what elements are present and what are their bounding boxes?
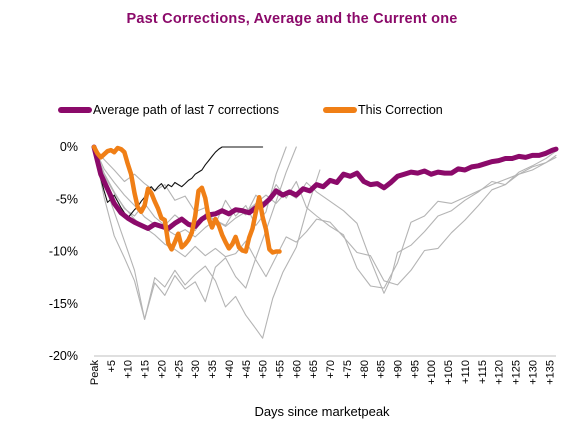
- legend-label-current: This Correction: [358, 103, 443, 117]
- y-tick-label: -5%: [56, 192, 78, 206]
- x-tick-label: +95: [409, 360, 421, 379]
- x-tick-label: +85: [376, 360, 388, 379]
- x-tick-label: +110: [460, 360, 472, 384]
- legend-label-average: Average path of last 7 corrections: [93, 103, 279, 117]
- y-tick-label: 0%: [60, 140, 78, 154]
- legend-item-average: Average path of last 7 corrections: [58, 103, 279, 117]
- series-line-past-correction: [93, 146, 297, 320]
- x-tick-label: +55: [274, 360, 286, 379]
- x-tick-label: +20: [156, 360, 168, 379]
- chart-title: Past Corrections, Average and the Curren…: [126, 11, 458, 27]
- x-tick-label: +105: [443, 360, 455, 385]
- x-tick-label: +40: [224, 360, 236, 379]
- series-line-current: [91, 144, 282, 255]
- chart-series: [91, 144, 559, 339]
- x-tick-label: +130: [527, 360, 539, 385]
- x-axis-title: Days since marketpeak: [254, 404, 390, 419]
- y-tick-label: -15%: [49, 297, 78, 311]
- x-tick-label: Peak: [89, 360, 101, 386]
- x-tick-label: +45: [241, 360, 253, 379]
- x-tick-label: +125: [511, 360, 523, 385]
- x-tick-label: +65: [308, 360, 320, 379]
- x-tick-label: +30: [190, 360, 202, 379]
- series-line-past-correction: [93, 146, 557, 286]
- x-axis-ticks: Peak +5 +10 +15 +20 +25 +30 +35 +40 +45 +50 +55 +60 +…: [89, 360, 556, 386]
- x-tick-label: +135: [544, 360, 556, 385]
- series-line-past-correction: [93, 146, 557, 289]
- x-tick-label: +100: [426, 360, 438, 385]
- x-tick-label: +15: [140, 360, 152, 379]
- series-line-past-correction: [93, 146, 264, 219]
- y-tick-label: -20%: [49, 349, 78, 363]
- x-tick-label: +75: [342, 360, 354, 379]
- x-tick-label: +70: [325, 360, 337, 379]
- legend-swatch-current: [323, 107, 357, 113]
- legend-item-current: This Correction: [323, 103, 443, 117]
- series-line-average: [91, 144, 559, 231]
- y-tick-label: -10%: [49, 245, 78, 259]
- x-tick-label: +10: [123, 360, 135, 379]
- y-axis-ticks: 0% -5% -10% -15% -20%: [49, 140, 78, 363]
- x-tick-label: +80: [359, 360, 371, 379]
- x-tick-label: +115: [477, 360, 489, 384]
- legend-swatch-average: [58, 107, 92, 113]
- x-tick-label: +35: [207, 360, 219, 379]
- x-tick-label: +60: [291, 360, 303, 379]
- x-tick-label: +90: [393, 360, 405, 379]
- x-tick-label: +120: [494, 360, 506, 385]
- x-tick-label: +5: [106, 360, 118, 373]
- series-line-past-correction: [93, 146, 321, 339]
- x-tick-label: +25: [173, 360, 185, 379]
- x-tick-label: +50: [258, 360, 270, 379]
